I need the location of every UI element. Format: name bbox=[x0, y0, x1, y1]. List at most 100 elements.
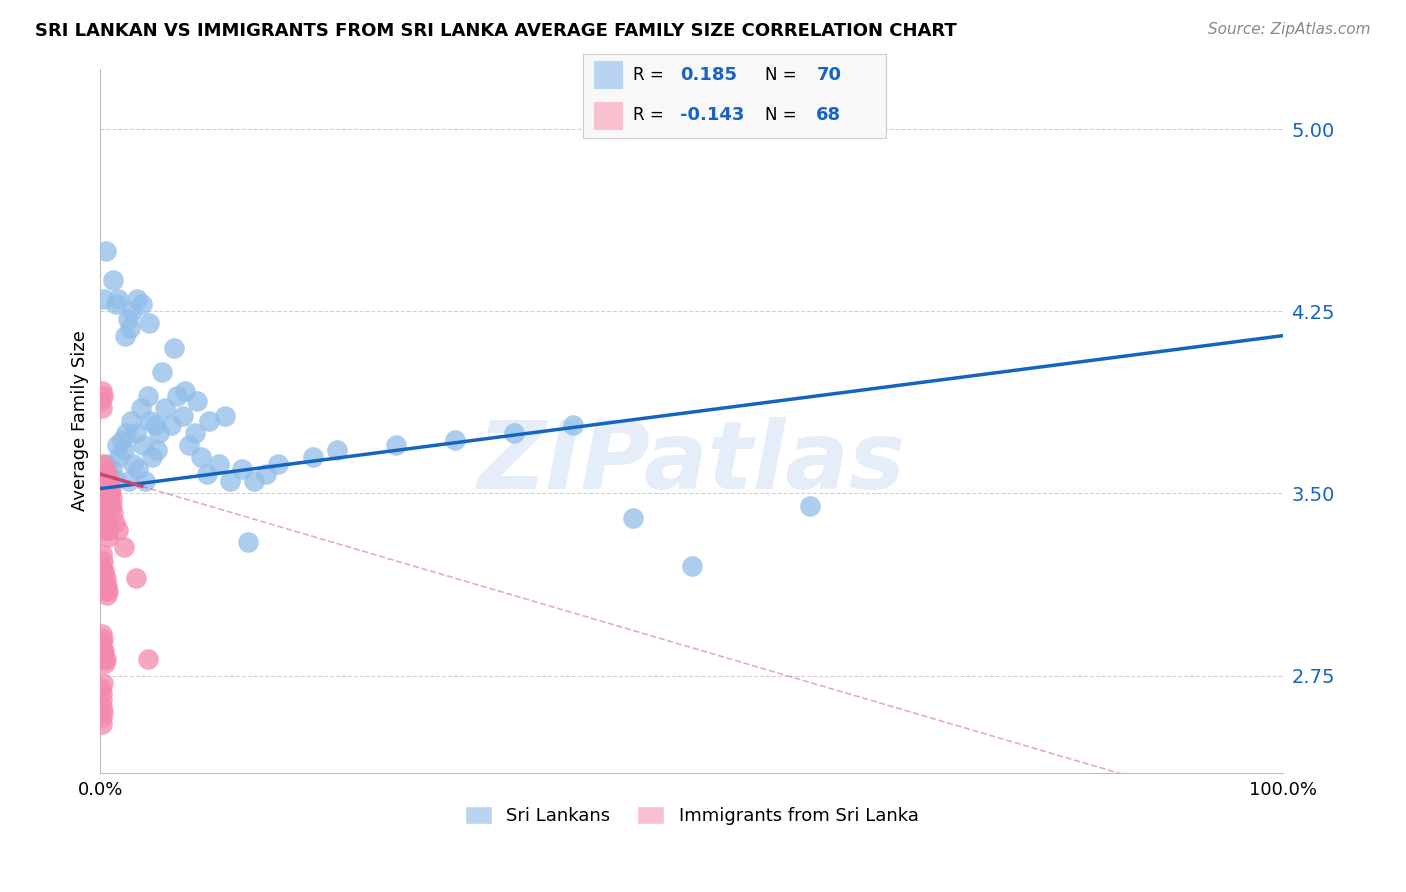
Point bbox=[96, 486, 118, 500]
Point bbox=[103, 506, 125, 520]
Point bbox=[132, 438, 155, 452]
Legend: Sri Lankans, Immigrants from Sri Lanka: Sri Lankans, Immigrants from Sri Lanka bbox=[456, 797, 928, 834]
Point bbox=[93, 510, 115, 524]
Text: 0.185: 0.185 bbox=[681, 66, 737, 84]
Point bbox=[112, 540, 135, 554]
Point bbox=[97, 491, 120, 506]
Point bbox=[93, 482, 115, 496]
Point bbox=[150, 365, 173, 379]
Point bbox=[160, 418, 183, 433]
Text: N =: N = bbox=[765, 66, 801, 84]
Bar bbox=[592, 61, 623, 89]
Point bbox=[108, 450, 131, 464]
Bar bbox=[592, 101, 623, 130]
Text: -0.143: -0.143 bbox=[681, 106, 745, 124]
Point bbox=[91, 506, 114, 520]
Point bbox=[90, 693, 112, 707]
Point bbox=[163, 341, 186, 355]
Point bbox=[101, 499, 124, 513]
Point bbox=[91, 705, 114, 719]
Point bbox=[111, 433, 134, 447]
Point bbox=[91, 564, 114, 578]
Point bbox=[166, 389, 188, 403]
Point bbox=[97, 530, 120, 544]
Point bbox=[198, 414, 221, 428]
Point bbox=[107, 523, 129, 537]
Point bbox=[91, 676, 114, 690]
Point bbox=[146, 442, 169, 457]
Point bbox=[799, 499, 821, 513]
Point bbox=[562, 418, 585, 433]
Point bbox=[138, 317, 160, 331]
Point bbox=[139, 414, 162, 428]
Point bbox=[93, 572, 115, 586]
Point bbox=[93, 292, 115, 306]
Point bbox=[96, 458, 118, 472]
Point bbox=[94, 657, 117, 671]
Text: R =: R = bbox=[633, 66, 669, 84]
Point bbox=[96, 579, 118, 593]
Point bbox=[104, 297, 127, 311]
Point bbox=[681, 559, 703, 574]
Point bbox=[96, 244, 118, 258]
Point bbox=[90, 700, 112, 714]
Text: R =: R = bbox=[633, 106, 669, 124]
Point bbox=[444, 433, 467, 447]
Point bbox=[129, 401, 152, 416]
Text: 68: 68 bbox=[817, 106, 841, 124]
Point bbox=[127, 462, 149, 476]
Point bbox=[93, 491, 115, 506]
Point bbox=[134, 475, 156, 489]
Point bbox=[105, 438, 128, 452]
Point bbox=[238, 535, 260, 549]
Point bbox=[385, 438, 408, 452]
Point bbox=[91, 632, 114, 647]
Point bbox=[141, 450, 163, 464]
Point bbox=[91, 710, 114, 724]
Point bbox=[207, 458, 229, 472]
Point bbox=[302, 450, 325, 464]
Point bbox=[96, 589, 118, 603]
Point bbox=[94, 506, 117, 520]
Point bbox=[219, 475, 242, 489]
Point bbox=[195, 467, 218, 481]
Point bbox=[118, 321, 141, 335]
Point bbox=[101, 462, 124, 476]
Point bbox=[267, 458, 290, 472]
Point bbox=[243, 475, 266, 489]
Point bbox=[98, 475, 121, 489]
Point bbox=[94, 651, 117, 665]
Point bbox=[91, 475, 114, 489]
Point bbox=[143, 418, 166, 433]
Point bbox=[117, 311, 139, 326]
Point bbox=[177, 438, 200, 452]
Point bbox=[93, 651, 115, 665]
Point bbox=[94, 462, 117, 476]
Point bbox=[186, 394, 208, 409]
Point bbox=[115, 425, 138, 440]
Point bbox=[103, 472, 125, 486]
Point bbox=[125, 425, 148, 440]
Point bbox=[100, 499, 122, 513]
Point bbox=[136, 389, 159, 403]
Point bbox=[125, 572, 148, 586]
Point bbox=[231, 462, 253, 476]
Text: ZIPatlas: ZIPatlas bbox=[478, 417, 905, 508]
Point bbox=[93, 499, 115, 513]
Point bbox=[96, 516, 118, 530]
Point bbox=[125, 292, 148, 306]
Point bbox=[94, 475, 117, 489]
Point bbox=[91, 389, 114, 403]
Y-axis label: Average Family Size: Average Family Size bbox=[72, 330, 89, 511]
Point bbox=[172, 409, 194, 423]
Point bbox=[254, 467, 277, 481]
Point bbox=[97, 482, 120, 496]
Point bbox=[190, 450, 212, 464]
Point bbox=[621, 510, 644, 524]
Point bbox=[96, 499, 118, 513]
Point bbox=[107, 292, 129, 306]
Point bbox=[131, 297, 153, 311]
Point bbox=[91, 717, 114, 731]
Point bbox=[98, 486, 121, 500]
Point bbox=[96, 583, 118, 598]
